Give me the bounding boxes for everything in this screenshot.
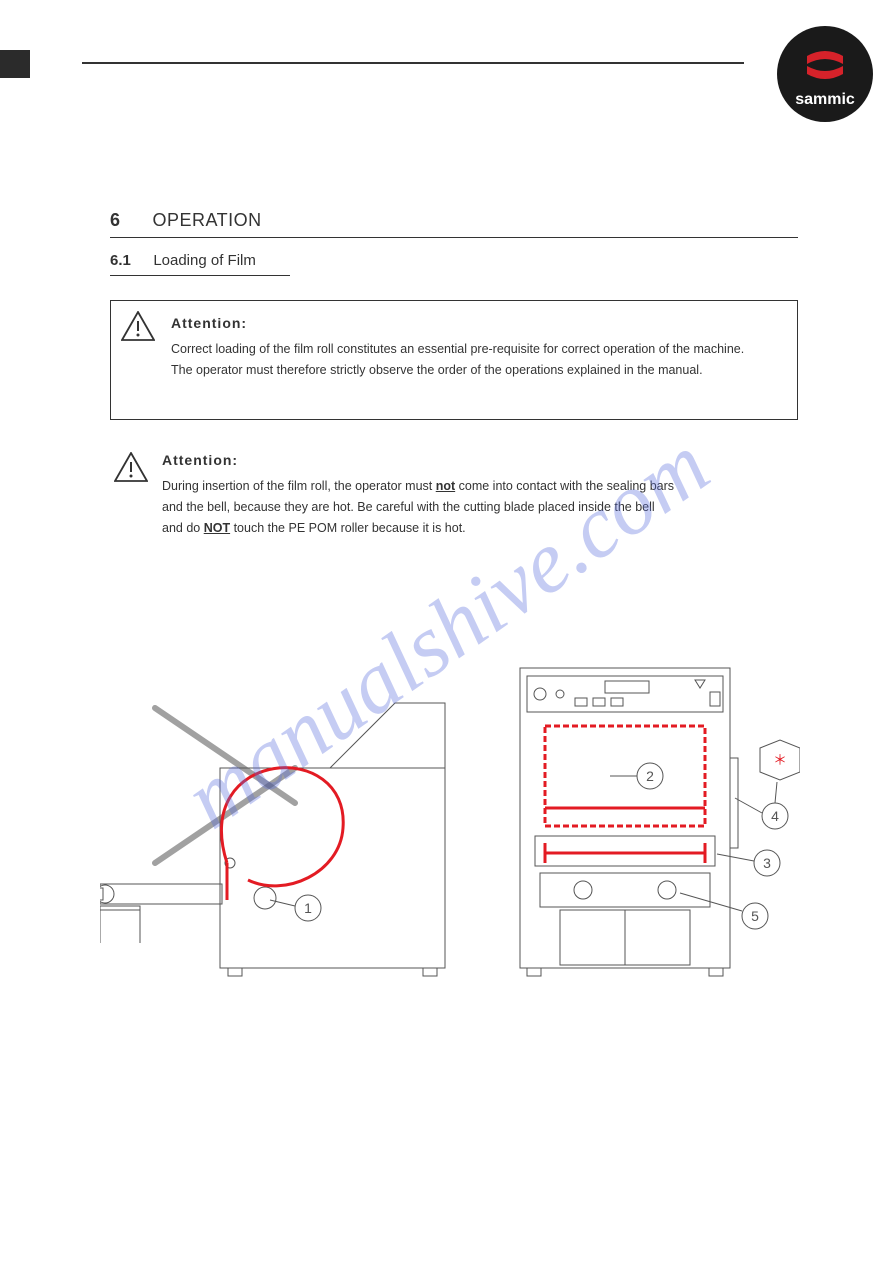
machine-diagram: 1 <box>100 648 800 1058</box>
callout-2-label: 2 <box>646 768 654 784</box>
header-rule <box>82 62 744 64</box>
subsection-number: 6.1 <box>110 252 131 269</box>
page-side-tab <box>0 50 30 78</box>
brand-logo: sammic <box>775 24 875 124</box>
warning-icon <box>121 311 155 341</box>
callout-3-label: 3 <box>763 855 771 871</box>
figure-area: 1 <box>100 648 800 1058</box>
warning2-line1-donot: not <box>436 479 455 493</box>
warning2-line3-donot: NOT <box>204 521 230 535</box>
side-view: 1 <box>100 703 445 976</box>
section-number: 6 <box>110 210 120 231</box>
warning1-line1: Correct loading of the film roll constit… <box>171 341 783 358</box>
section-title: OPERATION <box>152 210 261 231</box>
warning1-line2: The operator must therefore strictly obs… <box>171 362 783 379</box>
warning2-line1-pre: During insertion of the film roll, the o… <box>162 479 436 493</box>
subsection-rule <box>110 275 290 276</box>
front-view: 2 ＊ 4 3 5 <box>520 668 800 976</box>
warning2-line1: During insertion of the film roll, the o… <box>162 478 798 495</box>
callout-1-label: 1 <box>304 900 312 916</box>
section-header: 6 OPERATION <box>110 210 798 238</box>
subsection-header: 6.1 Loading of Film <box>110 238 798 276</box>
warning-box-1: Attention: Correct loading of the film r… <box>110 300 798 420</box>
callout-4-detail: ＊ <box>773 752 787 768</box>
warning2-heading: Attention: <box>162 452 798 468</box>
callout-5-label: 5 <box>751 908 759 924</box>
warning2-line2: and the bell, because they are hot. Be c… <box>162 499 798 516</box>
warning-block-2: Attention: During insertion of the film … <box>110 452 798 541</box>
callout-4-label: 4 <box>771 808 779 824</box>
warning2-line3: and do NOT touch the PE POM roller becau… <box>162 520 798 537</box>
subsection-title: Loading of Film <box>153 252 256 269</box>
content-area: 6 OPERATION 6.1 Loading of Film Attentio… <box>110 210 798 541</box>
warning1-heading: Attention: <box>171 315 783 331</box>
warning2-line3-pre: and do <box>162 521 204 535</box>
brand-logo-text: sammic <box>795 91 855 108</box>
warning-icon <box>114 452 148 482</box>
warning2-line1-post: come into contact with the sealing bars <box>455 479 674 493</box>
warning2-line3-post: touch the PE POM roller because it is ho… <box>230 521 466 535</box>
